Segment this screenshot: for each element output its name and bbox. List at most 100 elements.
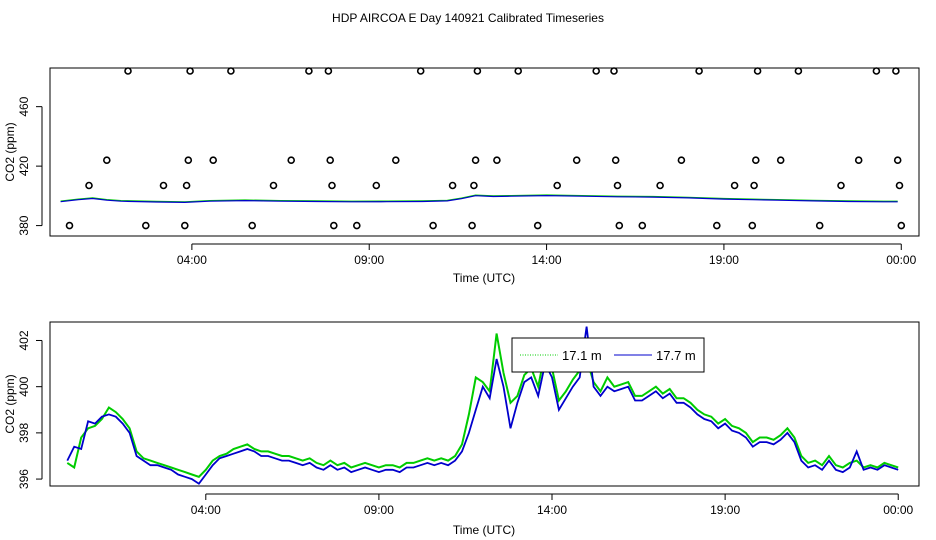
scatter-point [352, 221, 361, 230]
scatter-point [872, 67, 881, 75]
bottom-x-tick-label: 14:00 [537, 503, 567, 517]
top-plot-frame [49, 67, 920, 237]
scatter-point [85, 181, 93, 190]
scatter-point [613, 181, 622, 190]
scatter-point [748, 221, 757, 230]
top-y-axis: 380 420 460 [17, 96, 43, 236]
bottom-x-tick-label: 09:00 [364, 503, 394, 517]
bottom-x-tick-label: 19:00 [710, 503, 740, 517]
scatter-point [429, 221, 437, 230]
scatter-point [181, 221, 189, 230]
scatter-point [269, 181, 278, 190]
bottom-y-tick-label: 402 [17, 330, 31, 350]
series-line-17-7m [66, 326, 899, 485]
legend-box [511, 337, 705, 373]
bottom-x-tick-label: 00:00 [883, 503, 913, 517]
bottom-x-axis: 04:00 09:00 14:00 19:00 00:00 [191, 493, 914, 517]
scatter-point [416, 67, 425, 75]
legend-label-17-7m: 17.7 m [656, 348, 696, 363]
scatter-point [615, 221, 624, 230]
scatter-point [610, 67, 618, 75]
scatter-point [182, 181, 191, 190]
top-y-tick-label: 380 [17, 215, 31, 235]
bottom-y-axis: 396 398 400 402 [17, 330, 43, 489]
bottom-plot-frame [49, 321, 920, 487]
top-x-axis-title: Time (UTC) [453, 271, 515, 285]
bottom-y-tick-label: 398 [17, 423, 31, 443]
bottom-x-tick-label: 04:00 [191, 503, 221, 517]
scatter-point [893, 156, 902, 164]
top-x-tick-label: 04:00 [177, 253, 207, 267]
top-x-tick-label: 09:00 [354, 253, 384, 267]
top-y-tick-label: 460 [17, 96, 31, 116]
scatter-point [514, 67, 523, 75]
scatter-point [186, 67, 194, 75]
scatter-point [553, 181, 562, 190]
scatter-point [751, 156, 760, 164]
bottom-y-axis-title: CO2 (ppm) [3, 374, 17, 433]
scatter-point [815, 221, 824, 230]
bottom-y-tick-label: 400 [17, 376, 31, 396]
top-panel: 380 420 460 04:00 09:00 14:00 19:00 00:00 Time… [3, 67, 920, 285]
legend-label-17-1m: 17.1 m [562, 348, 602, 363]
bottom-x-axis-title: Time (UTC) [453, 523, 515, 537]
scatter-point [184, 156, 193, 164]
scatter-point [776, 156, 785, 164]
scatter-point [854, 156, 863, 164]
scatter-point [448, 181, 457, 190]
scatter-point [227, 67, 235, 75]
scatter-point [470, 181, 478, 190]
top-x-tick-label: 19:00 [709, 253, 739, 267]
scatter-point [305, 67, 313, 75]
scatter-point [329, 221, 338, 230]
scatter-point [159, 181, 168, 190]
scatter-point [750, 181, 758, 190]
scatter-point [677, 156, 686, 164]
scatter-point [287, 156, 296, 164]
scatter-point [837, 181, 845, 190]
scatter-point [897, 221, 906, 230]
top-y-axis-title: CO2 (ppm) [3, 122, 17, 181]
scatter-point [473, 67, 482, 75]
scatter-point [611, 156, 620, 164]
scatter-point [794, 67, 803, 75]
top-line-blue [60, 194, 898, 204]
bottom-panel: 396 398 400 402 04:00 09:00 14:00 19:00 00:00 T… [3, 321, 920, 537]
series-line-17-1m [66, 333, 899, 478]
scatter-point [895, 181, 904, 190]
top-y-tick-label: 420 [17, 156, 31, 176]
legend: 17.1 m 17.7 m [511, 337, 705, 373]
scatter-point [209, 156, 217, 164]
scatter-point [328, 181, 336, 190]
bottom-series-lines [66, 326, 899, 485]
figure-title: HDP AIRCOA E Day 140921 Calibrated Times… [332, 11, 604, 25]
bottom-y-tick-label: 396 [17, 469, 31, 489]
scatter-point [730, 181, 739, 190]
scatter-point [391, 156, 400, 164]
scatter-point [372, 181, 381, 190]
scatter-point [695, 67, 703, 75]
scatter-point [493, 156, 501, 164]
scatter-point [712, 221, 721, 230]
scatter-point [656, 181, 664, 190]
scatter-point [65, 221, 74, 230]
scatter-point [142, 221, 150, 230]
top-x-tick-label: 00:00 [886, 253, 916, 267]
top-x-axis: 04:00 09:00 14:00 19:00 00:00 [177, 243, 917, 267]
scatter-point [326, 156, 335, 164]
scatter-point [471, 156, 480, 164]
scatter-point [248, 221, 256, 230]
scatter-point [592, 67, 601, 75]
scatter-point [638, 221, 647, 230]
scatter-point [103, 156, 111, 164]
top-scatter-points [65, 67, 906, 230]
scatter-point [124, 67, 132, 75]
scatter-point [533, 221, 542, 230]
scatter-point [892, 67, 900, 75]
scatter-point [468, 221, 476, 230]
scatter-point [324, 67, 333, 75]
scatter-point [572, 156, 581, 164]
top-x-tick-label: 14:00 [532, 253, 562, 267]
